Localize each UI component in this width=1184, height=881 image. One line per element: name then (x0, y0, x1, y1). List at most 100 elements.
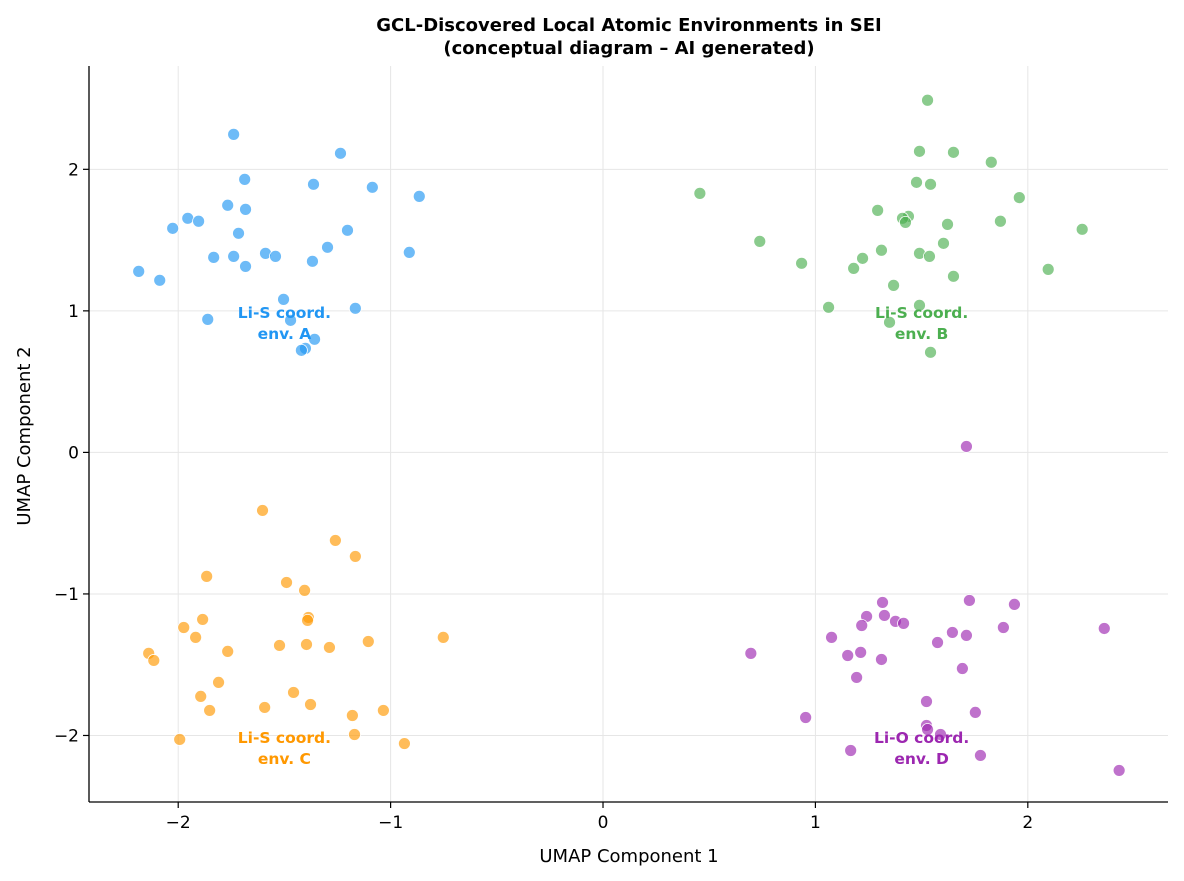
y-tick-label: 0 (68, 443, 79, 463)
data-point (196, 613, 210, 626)
cluster-label: env. C (258, 750, 311, 768)
data-point (946, 626, 959, 639)
y-tick-label: 1 (68, 302, 79, 322)
cluster-label: Li-S coord. (238, 304, 331, 322)
data-point (238, 172, 252, 186)
data-point (875, 653, 888, 666)
cluster-label: env. D (894, 750, 949, 768)
y-tick-label: 2 (68, 160, 79, 180)
data-point (304, 698, 317, 711)
data-point (239, 202, 252, 216)
data-point (1075, 222, 1089, 236)
data-point (899, 215, 912, 229)
data-point (844, 744, 858, 757)
data-point (221, 645, 235, 658)
data-point (1008, 598, 1021, 611)
data-point (345, 709, 359, 722)
y-tick-label: −1 (54, 585, 79, 605)
data-point (365, 180, 379, 194)
data-point (300, 638, 313, 651)
data-point (941, 217, 954, 231)
data-point (841, 649, 855, 662)
x-tick-label: −2 (166, 813, 191, 833)
data-point (328, 534, 342, 547)
data-point (153, 273, 167, 287)
data-point (795, 256, 809, 270)
cluster-label: Li-S coord. (875, 304, 968, 322)
data-point (887, 278, 900, 292)
data-point (321, 240, 334, 254)
y-tick-label: −2 (54, 726, 79, 746)
data-point (232, 226, 245, 240)
data-point (994, 214, 1007, 228)
data-point (856, 251, 869, 265)
data-point (203, 704, 217, 717)
data-point (921, 723, 934, 736)
data-point (913, 144, 926, 158)
chart-title-line-2: (conceptual diagram – AI generated) (443, 38, 814, 59)
data-point (947, 269, 960, 283)
data-point (960, 629, 973, 642)
data-point (295, 343, 308, 357)
ticks: −2 −1 0 1 2 −2 −1 0 1 2 (54, 160, 1033, 833)
data-point (854, 645, 868, 659)
data-point (348, 550, 362, 563)
data-point (147, 654, 161, 667)
data-point (201, 312, 215, 326)
data-point (924, 345, 937, 359)
data-point (955, 662, 969, 675)
data-point (960, 440, 973, 453)
data-point (189, 630, 203, 644)
data-point (323, 641, 336, 654)
data-point (693, 186, 707, 200)
data-point (227, 127, 241, 141)
data-point (308, 332, 321, 346)
cluster-label: env. A (258, 325, 312, 343)
data-point (307, 177, 320, 191)
data-point (855, 619, 869, 632)
x-tick-label: 2 (1022, 813, 1033, 833)
data-point (847, 261, 861, 275)
data-point (132, 264, 146, 278)
data-point (398, 737, 411, 750)
data-point (1012, 191, 1026, 205)
data-point (883, 315, 896, 329)
data-point (1097, 622, 1111, 635)
data-point (173, 733, 187, 746)
data-point (924, 177, 937, 191)
data-point (963, 594, 976, 607)
data-point (753, 234, 767, 248)
data-point (937, 236, 950, 250)
data-point (361, 635, 375, 648)
data-point (984, 155, 998, 169)
data-point (402, 246, 416, 259)
data-point (227, 249, 241, 263)
data-point (212, 676, 225, 689)
cluster-labels: Li-S coord. env. A Li-S coord. env. B Li-S c… (238, 304, 970, 768)
data-point (298, 584, 311, 597)
data-point (876, 596, 889, 609)
data-point (277, 292, 290, 306)
data-point (177, 621, 191, 634)
data-point (181, 211, 195, 225)
data-point (412, 189, 426, 203)
data-point (799, 711, 813, 724)
chart-title-line-1: GCL-Discovered Local Atomic Environments… (376, 15, 881, 36)
data-point (334, 146, 347, 160)
data-point (897, 616, 910, 630)
data-point (822, 300, 835, 314)
data-point (910, 175, 923, 189)
x-tick-label: 1 (810, 813, 821, 833)
data-point (256, 504, 269, 517)
y-axis-label: UMAP Component 2 (14, 346, 35, 525)
data-point (996, 621, 1010, 634)
x-tick-label: 0 (598, 813, 609, 833)
data-point (436, 630, 450, 644)
data-point (341, 223, 354, 237)
data-points (132, 93, 1126, 777)
data-point (878, 609, 891, 622)
data-point (306, 254, 319, 268)
data-point (913, 298, 926, 312)
data-point (301, 614, 314, 627)
